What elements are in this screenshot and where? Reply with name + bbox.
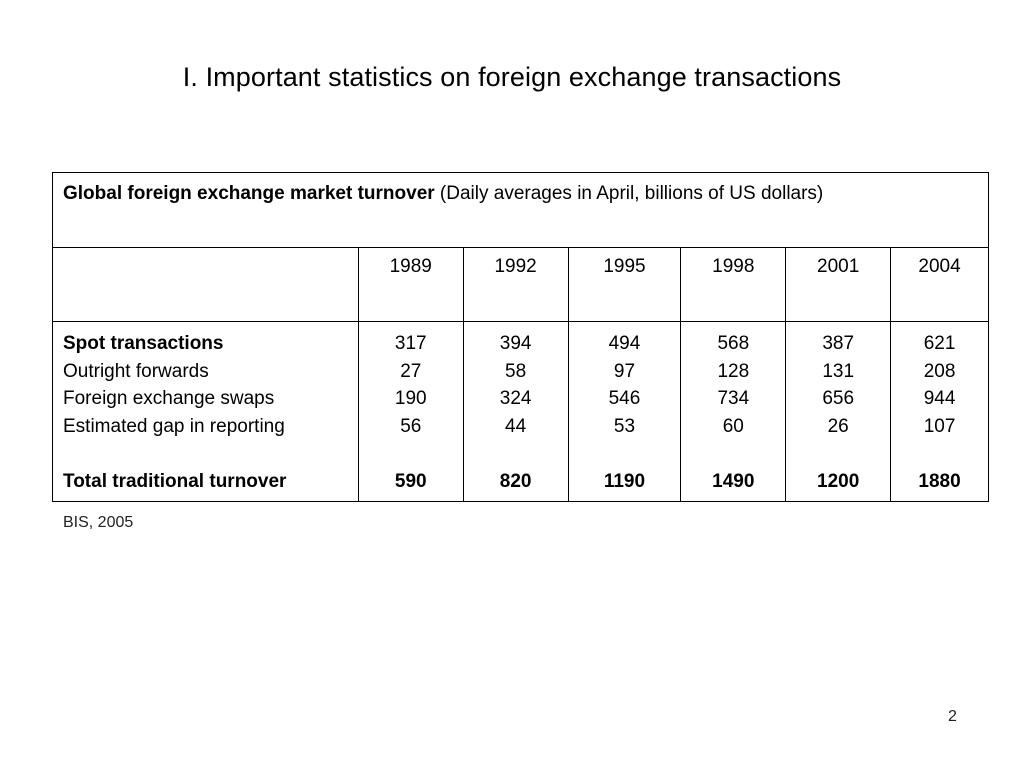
- value-gap: 107: [923, 415, 956, 437]
- year-label: 2004: [918, 256, 961, 277]
- year-header-row: 1989 1992 1995 1998 2001 2004: [52, 247, 989, 322]
- value-total: 1490: [712, 470, 755, 492]
- year-label: 1995: [603, 256, 646, 277]
- value-spot: 394: [499, 333, 532, 354]
- value-swaps: 734: [717, 388, 750, 409]
- value-forwards: 58: [505, 360, 527, 382]
- value-gap: 60: [722, 415, 744, 437]
- value-forwards: 27: [400, 360, 422, 382]
- row-spacer: [681, 440, 785, 468]
- year-header-cell: 2004: [890, 247, 989, 322]
- row-spacer: [63, 440, 358, 468]
- year-values-cell: 494 97 546 53 1190: [567, 321, 682, 502]
- value-swaps: 656: [822, 388, 855, 409]
- value-total: 590: [394, 470, 427, 492]
- row-spacer: [569, 440, 681, 468]
- data-row: Spot transactions Outright forwards Fore…: [52, 321, 989, 502]
- row-spacer: [891, 440, 988, 468]
- year-header-cell: 1995: [567, 247, 682, 322]
- row-label-swaps: Foreign exchange swaps: [63, 388, 275, 409]
- value-gap: 44: [505, 415, 527, 437]
- row-label-total: Total traditional turnover: [63, 470, 287, 492]
- value-swaps: 944: [923, 388, 956, 409]
- value-spot: 568: [717, 333, 750, 354]
- year-values-cell: 568 128 734 60 1490: [680, 321, 787, 502]
- value-swaps: 190: [394, 388, 427, 409]
- value-forwards: 131: [822, 360, 855, 382]
- turnover-table: Global foreign exchange market turnover …: [52, 172, 989, 502]
- year-header-cell: 1989: [357, 247, 464, 322]
- value-total: 1880: [918, 470, 961, 492]
- year-label: 1992: [494, 256, 537, 277]
- year-label: 2001: [817, 256, 860, 277]
- row-labels-cell: Spot transactions Outright forwards Fore…: [52, 321, 359, 502]
- value-spot: 621: [923, 333, 956, 354]
- year-values-cell: 387 131 656 26 1200: [785, 321, 892, 502]
- year-header-cell: 2001: [785, 247, 892, 322]
- value-spot: 317: [394, 333, 427, 354]
- year-label: 1998: [712, 256, 755, 277]
- row-spacer: [786, 440, 890, 468]
- value-total: 1190: [603, 470, 646, 492]
- value-gap: 26: [827, 415, 849, 437]
- value-forwards: 128: [717, 360, 750, 382]
- year-header-empty-cell: [52, 247, 359, 322]
- value-spot: 494: [608, 333, 641, 354]
- value-gap: 56: [400, 415, 422, 437]
- value-spot: 387: [822, 333, 855, 354]
- year-values-cell: 621 208 944 107 1880: [890, 321, 989, 502]
- value-gap: 53: [613, 415, 636, 437]
- row-label-forwards: Outright forwards: [63, 360, 209, 382]
- row-spacer: [464, 440, 568, 468]
- year-header-cell: 1998: [680, 247, 787, 322]
- slide-title: I. Important statistics on foreign excha…: [182, 62, 842, 92]
- table-caption-row: Global foreign exchange market turnover …: [52, 172, 989, 248]
- year-header-cell: 1992: [462, 247, 569, 322]
- source-note: BIS, 2005: [63, 514, 134, 531]
- table-caption: Global foreign exchange market turnover …: [52, 172, 989, 248]
- table-caption-title: Global foreign exchange market turnover: [63, 183, 435, 204]
- year-values-cell: 394 58 324 44 820: [462, 321, 569, 502]
- table-caption-subtitle: (Daily averages in April, billions of US…: [434, 183, 824, 204]
- value-forwards: 208: [923, 360, 956, 382]
- year-values-cell: 317 27 190 56 590: [357, 321, 464, 502]
- value-total: 1200: [817, 470, 860, 492]
- row-label-gap: Estimated gap in reporting: [63, 415, 285, 437]
- year-label: 1989: [389, 256, 432, 277]
- row-label-spot: Spot transactions: [63, 333, 224, 354]
- value-forwards: 97: [613, 360, 636, 382]
- value-swaps: 546: [608, 388, 641, 409]
- value-swaps: 324: [499, 388, 532, 409]
- value-total: 820: [499, 470, 532, 492]
- page-number: 2: [948, 708, 957, 725]
- row-spacer: [359, 440, 463, 468]
